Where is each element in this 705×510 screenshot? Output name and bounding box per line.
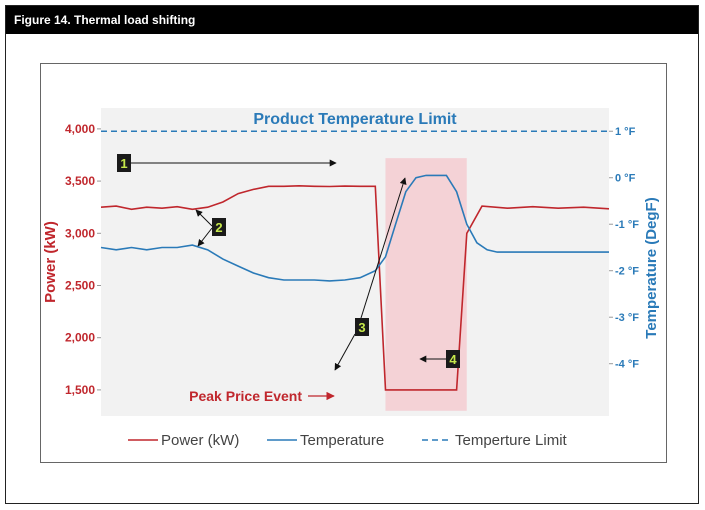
y-tick-label-left: 4,000 xyxy=(65,122,95,136)
plot-area xyxy=(101,108,609,416)
marker-label-1: 1 xyxy=(120,156,127,171)
marker-label-4: 4 xyxy=(449,352,457,367)
y-tick-label-right: 0 °F xyxy=(615,173,636,185)
annotation-arrow-3a xyxy=(360,177,407,319)
y-tick-label-left: 1,500 xyxy=(65,383,95,397)
marker-label-2: 2 xyxy=(215,220,222,235)
legend-power-label: Power (kW) xyxy=(161,432,239,449)
y-tick-label-left: 2,000 xyxy=(65,331,95,345)
y-tick-label-left: 3,500 xyxy=(65,174,95,188)
legend-temperature-limit-label: Temperture Limit xyxy=(455,432,568,449)
y-tick-label-right: -2 °F xyxy=(615,266,639,278)
marker-box-3 xyxy=(355,318,369,336)
y-axis-title-left: Power (kW) xyxy=(42,221,59,303)
y-axis-title-right: Temperature (DegF) xyxy=(643,197,660,338)
marker-box-2 xyxy=(212,218,226,236)
temperature-line xyxy=(100,174,609,282)
legend-temperature-label: Temperature xyxy=(300,432,384,449)
power-kw-line xyxy=(100,184,610,391)
annotation-arrow-3b xyxy=(334,333,356,371)
y-tick-label-right: 1 °F xyxy=(615,126,636,138)
marker-box-4 xyxy=(446,350,460,368)
y-tick-label-left: 2,500 xyxy=(65,278,95,292)
marker-box-1 xyxy=(117,154,131,172)
y-tick-label-right: -4 °F xyxy=(615,359,639,371)
peak-price-event-band xyxy=(385,158,467,411)
marker-label-3: 3 xyxy=(358,320,365,335)
annotation-arrow-2a xyxy=(195,209,213,227)
product-temperature-limit-label: Product Temperature Limit xyxy=(253,111,457,128)
annotation-arrow-2b xyxy=(197,227,213,247)
y-tick-label-left: 3,000 xyxy=(65,226,95,240)
y-tick-label-right: -1 °F xyxy=(615,219,639,231)
figure-title: Figure 14. Thermal load shifting xyxy=(6,6,698,34)
peak-price-event-label: Peak Price Event xyxy=(189,388,302,404)
y-tick-label-right: -3 °F xyxy=(615,312,639,324)
